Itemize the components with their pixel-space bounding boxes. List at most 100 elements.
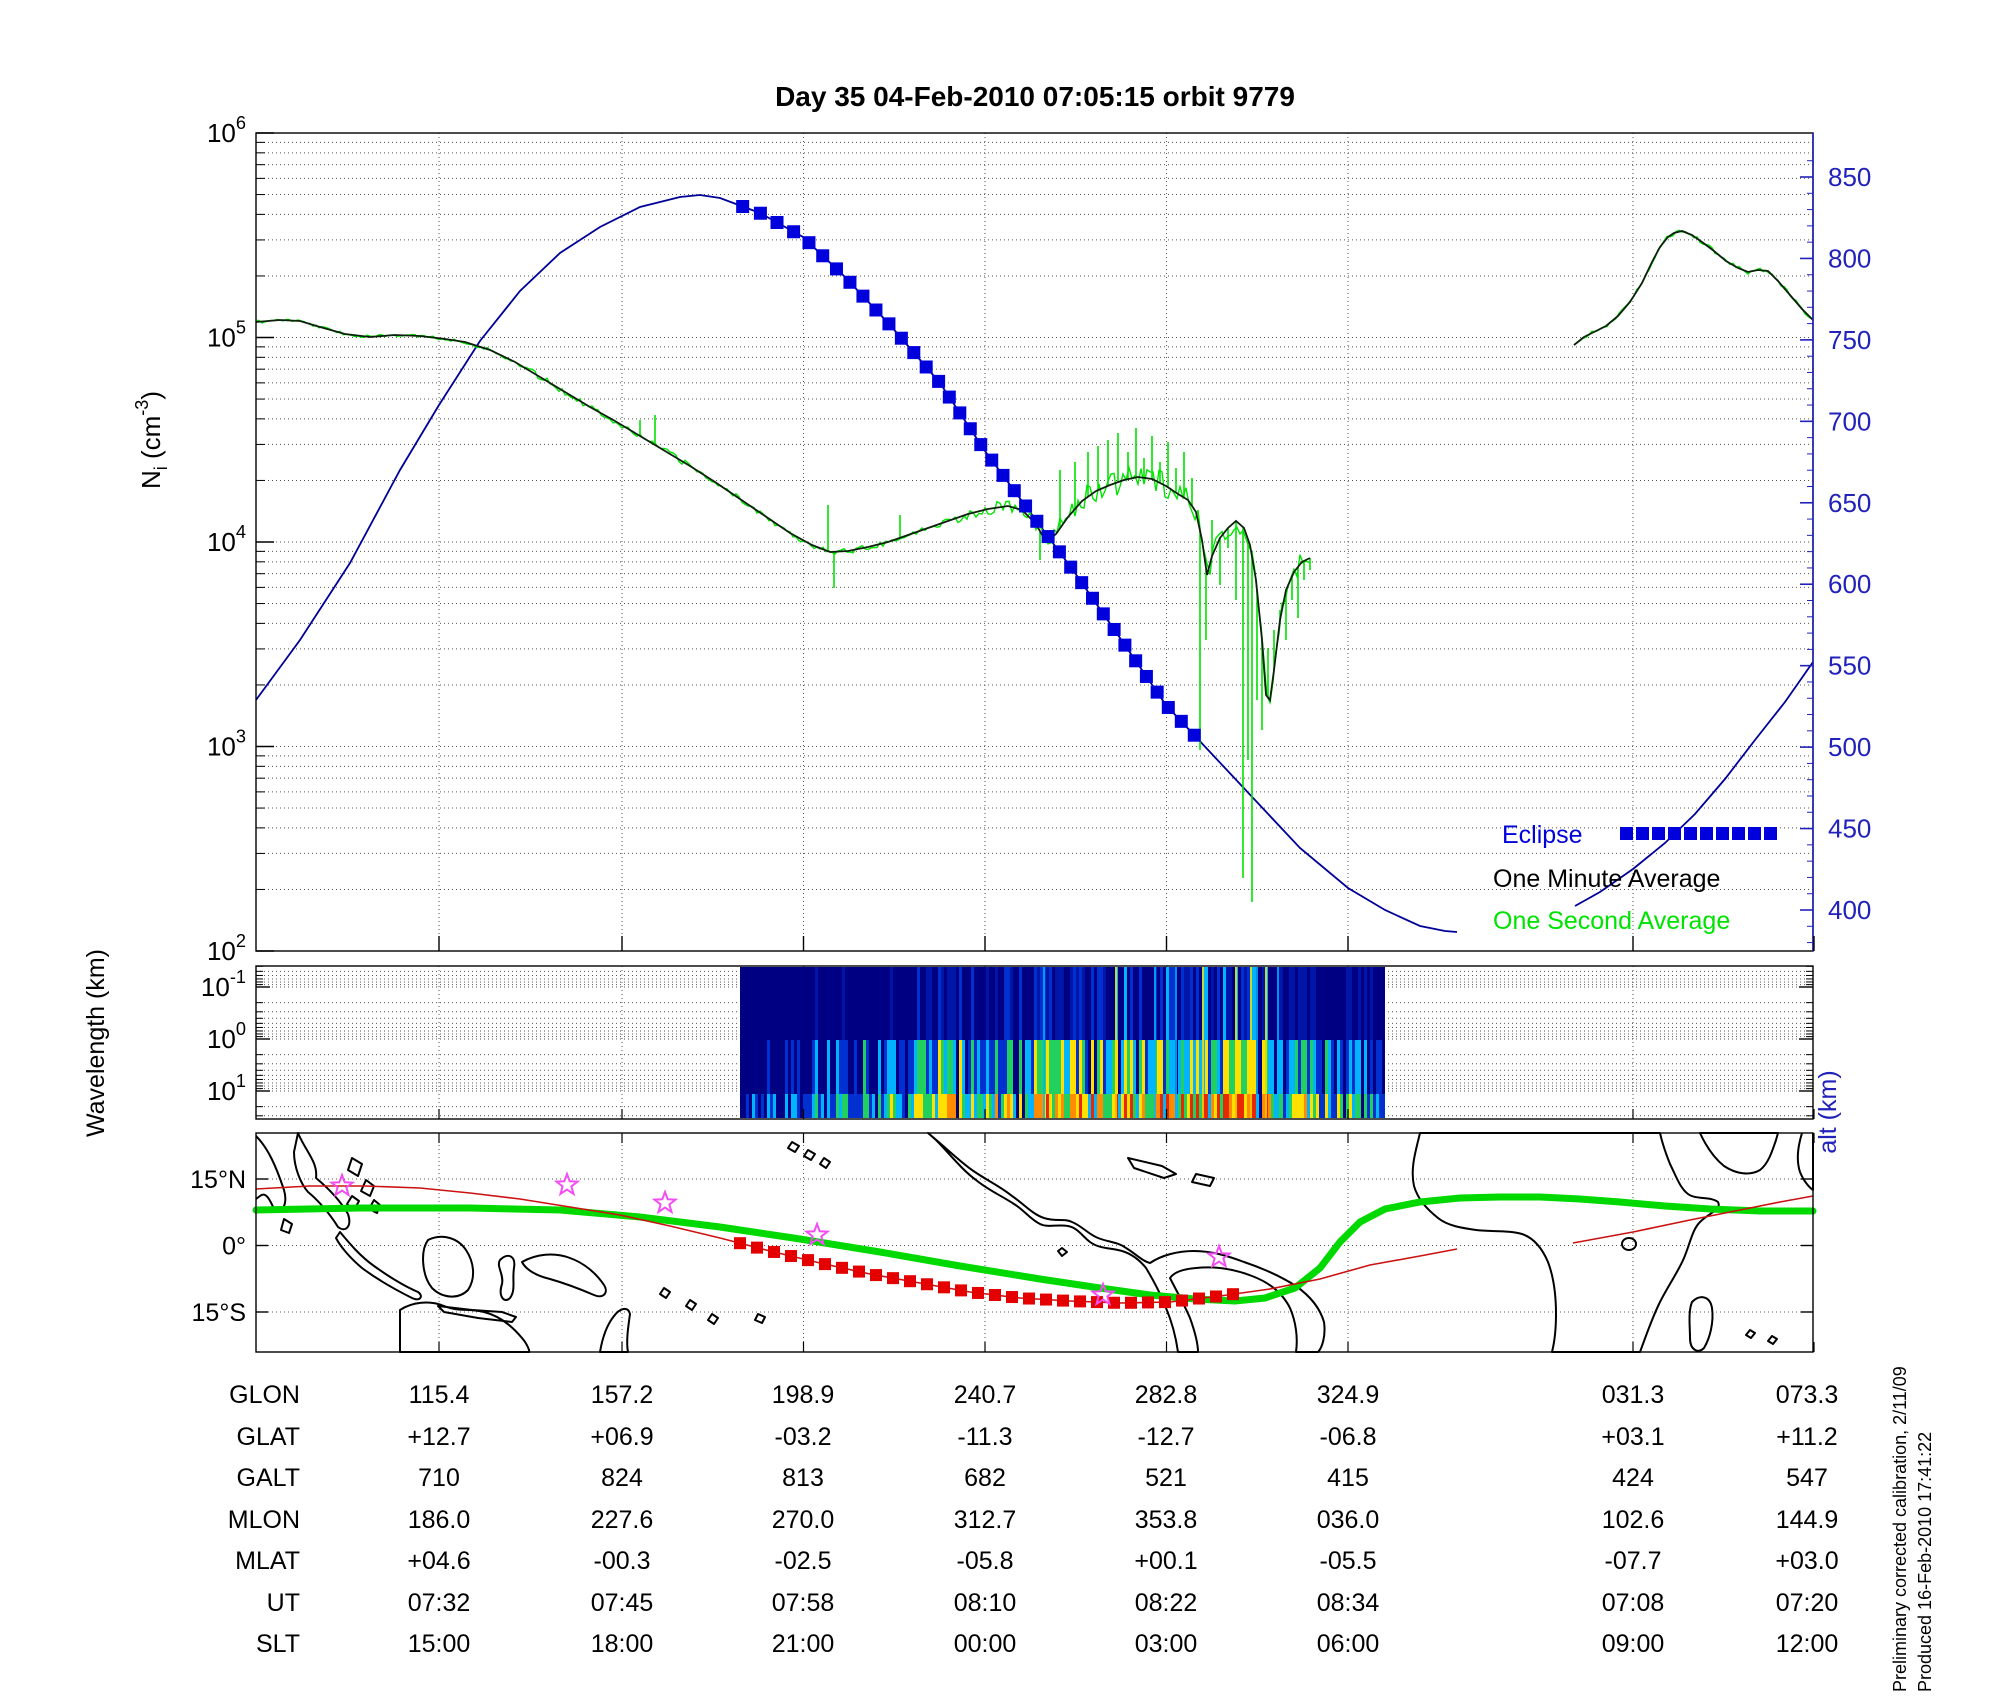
table-cell: 08:34 — [1317, 1589, 1380, 1617]
spectro-cell — [1199, 1040, 1202, 1094]
spectro-cell — [851, 1040, 854, 1094]
spectro-cell — [845, 967, 848, 1040]
coastline — [1191, 1173, 1215, 1187]
table-cell: -11.3 — [957, 1423, 1012, 1451]
spectro-cell — [1340, 967, 1343, 1040]
eclipse-dash — [1041, 530, 1055, 544]
spectro-cell — [1172, 1040, 1175, 1094]
coastline — [707, 1313, 719, 1325]
spectro-cell — [881, 1040, 884, 1094]
spectro-cell — [986, 1094, 989, 1118]
spectro-cell — [1283, 1094, 1286, 1118]
spectro-cell — [1163, 1094, 1166, 1118]
spectro-cell — [1214, 1040, 1217, 1094]
spectro-cell — [848, 1040, 851, 1094]
spectro-cell — [809, 1040, 812, 1094]
axes-frame-layer — [255, 132, 1815, 1353]
spectro-cell — [1187, 1040, 1190, 1094]
table-cell: -07.7 — [1605, 1547, 1662, 1575]
spectro-cell — [779, 1094, 782, 1118]
spectro-cell — [1211, 967, 1214, 1040]
coastline — [787, 1141, 800, 1153]
spectro-cell — [866, 1094, 869, 1118]
spectro-cell — [926, 1094, 929, 1118]
spectro-cell — [1337, 967, 1340, 1040]
spectro-cell — [782, 1040, 785, 1094]
map-eclipse-dash — [972, 1286, 984, 1299]
spectro-cell — [1352, 1094, 1355, 1118]
table-cell: +11.2 — [1776, 1423, 1837, 1451]
spectro-cell — [1331, 1094, 1334, 1118]
spectro-cell — [1208, 1094, 1211, 1118]
spectro-cell — [1139, 967, 1142, 1040]
spectro-cell — [902, 1094, 905, 1118]
map-eclipse-dash — [751, 1241, 763, 1254]
spectro-cell — [824, 1040, 827, 1094]
spectro-streak — [1250, 967, 1252, 1118]
spectro-cell — [986, 967, 989, 1040]
wavelength-tick-label: 101 — [207, 1071, 246, 1106]
spectro-cell — [896, 967, 899, 1040]
spectro-cell — [968, 967, 971, 1040]
map-eclipse-dash — [989, 1289, 1001, 1301]
spectro-cell — [866, 1040, 869, 1094]
table-cell: 03:00 — [1135, 1630, 1198, 1658]
spectro-cell — [1301, 1094, 1304, 1118]
spectro-cell — [1214, 967, 1217, 1040]
spectro-cell — [884, 967, 887, 1040]
spectro-cell — [935, 1094, 938, 1118]
spectro-cell — [902, 1040, 905, 1094]
spectro-cell — [785, 967, 788, 1040]
spectro-cell — [1208, 1040, 1211, 1094]
spectro-cell — [1340, 1040, 1343, 1094]
density-axis-title: Ni (cm-3) — [132, 391, 171, 489]
spectro-cell — [1079, 1040, 1082, 1094]
spectro-cell — [1382, 1040, 1385, 1094]
spectro-cell — [806, 967, 809, 1040]
eclipse-dash — [1085, 591, 1099, 605]
spectro-cell — [1274, 1040, 1277, 1094]
spectro-cell — [872, 1094, 875, 1118]
spectro-cell — [1316, 967, 1319, 1040]
legend-eclipse-swatch — [1716, 827, 1729, 840]
spectro-cell — [1136, 967, 1139, 1040]
spectro-cell — [1283, 1040, 1286, 1094]
map-panel-frame — [255, 1132, 1814, 1353]
spectro-cell — [824, 967, 827, 1040]
spectro-cell — [1238, 1040, 1241, 1094]
table-cell: 15:00 — [408, 1630, 471, 1658]
table-cell: 09:00 — [1602, 1630, 1665, 1658]
spectro-cell — [1193, 1094, 1196, 1118]
spectro-cell — [782, 1094, 785, 1118]
spectro-cell — [1073, 1094, 1076, 1118]
spectro-cell — [959, 967, 962, 1040]
spectro-cell — [1304, 1094, 1307, 1118]
spectro-cell — [1376, 1094, 1379, 1118]
spectro-cell — [1076, 1040, 1079, 1094]
table-cell: 324.9 — [1317, 1381, 1380, 1409]
spectro-cell — [935, 967, 938, 1040]
table-cell: 08:22 — [1135, 1589, 1198, 1617]
spectro-cell — [1220, 1040, 1223, 1094]
eclipse-dash — [869, 303, 883, 317]
density-tick-label: 105 — [207, 318, 246, 353]
spectro-cell — [1055, 1040, 1058, 1094]
spectro-cell — [1370, 1040, 1373, 1094]
spectro-cell — [1166, 967, 1169, 1040]
spectro-cell — [782, 967, 785, 1040]
spectro-cell — [803, 967, 806, 1040]
wavelength-axis-title: Wavelength (km) — [82, 949, 110, 1137]
spectro-cell — [749, 967, 752, 1040]
spectro-cell — [1238, 967, 1241, 1040]
spectro-cell — [863, 1094, 866, 1118]
spectro-cell — [1058, 1094, 1061, 1118]
spectro-cell — [755, 967, 758, 1040]
table-row-label: SLT — [256, 1630, 300, 1658]
spectro-cell — [1244, 1094, 1247, 1118]
table-cell: 18:00 — [591, 1630, 654, 1658]
spectro-cell — [899, 1094, 902, 1118]
coastline — [1411, 1132, 1720, 1353]
eclipse-dash — [963, 422, 977, 436]
spectro-cell — [1226, 1040, 1229, 1094]
